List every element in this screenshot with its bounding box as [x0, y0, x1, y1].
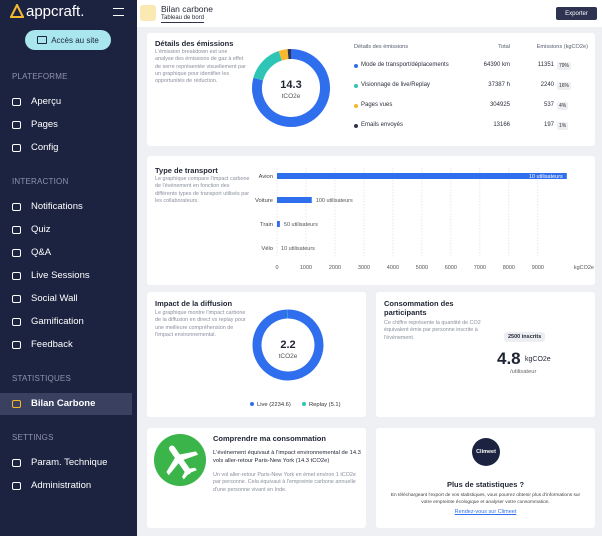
nav-icon — [12, 98, 21, 106]
badge: 2500 inscrits — [504, 332, 546, 342]
card-title: Impact de la diffusion — [155, 299, 233, 308]
site-button-label: Accès au site — [51, 35, 99, 45]
legend-dot — [354, 104, 358, 108]
nav-section: STATISTIQUES — [12, 374, 71, 383]
nav-item[interactable]: Gamification — [31, 316, 84, 327]
nav-item[interactable]: Administration — [31, 480, 92, 491]
legend-dot — [354, 84, 358, 88]
header: Bilan carbone Tableau de bord Exporter — [137, 0, 602, 27]
nav-item[interactable]: Aperçu — [31, 96, 62, 107]
nav-icon — [12, 318, 21, 326]
row-share: 16% — [557, 82, 572, 90]
row-label: Mode de transport/déplacements — [361, 62, 449, 68]
climeet-link[interactable]: Rendez-vous sur Climeet — [454, 509, 517, 515]
row-total: 304925 — [489, 102, 510, 108]
legend-dot — [354, 64, 358, 68]
per-user-label: /utilisateur — [510, 369, 537, 375]
logo-icon — [9, 2, 25, 18]
row-total: 64390 km — [483, 62, 510, 68]
climeet-logo: Climeet — [472, 438, 500, 466]
nav-item[interactable]: Quiz — [31, 224, 51, 235]
nav-active-bg — [0, 393, 132, 415]
emissions-card — [147, 33, 595, 146]
nav-item[interactable]: Pages — [31, 119, 58, 130]
nav-item[interactable]: Bilan Carbone — [31, 398, 96, 409]
card-title: Consommation des participants — [384, 299, 454, 317]
card-title: Type de transport — [155, 166, 218, 175]
nav-item[interactable]: Config — [31, 142, 59, 153]
card-title: Plus de statistiques ? — [446, 480, 525, 489]
nav-icon — [12, 295, 21, 303]
export-button[interactable]: Exporter — [556, 7, 597, 20]
nav-item[interactable]: Live Sessions — [31, 270, 90, 281]
nav-icon — [12, 144, 21, 152]
row-emissions: 537 — [543, 102, 554, 108]
row-share: 4% — [557, 102, 569, 110]
card-title: Comprendre ma consommation — [213, 434, 326, 443]
legend-dot — [354, 124, 358, 128]
table-header: Emissions (kgCO2e) — [536, 44, 588, 50]
row-label: Pages vues — [361, 102, 393, 108]
nav-item[interactable]: Param. Technique — [31, 457, 108, 468]
row-total: 13166 — [493, 122, 510, 128]
participants-card — [376, 292, 595, 417]
understand-note: Un vol aller-retour Paris-New York en ém… — [213, 472, 356, 493]
nav-icon — [12, 459, 21, 467]
nav-icon — [12, 226, 21, 234]
row-label: Emails envoyés — [361, 122, 404, 128]
row-emissions: 2240 — [540, 82, 554, 88]
nav-icon — [12, 341, 21, 349]
logo-mark — [9, 2, 25, 18]
nav-icon — [12, 272, 21, 280]
table-header: Total — [498, 44, 510, 50]
climeet-text: En téléchargeant l'export de vos statist… — [390, 493, 581, 505]
per-user-value: 4.8 — [497, 349, 521, 368]
card-description: Le graphique montre l'impact carbone de … — [155, 310, 246, 338]
row-emissions: 11351 — [537, 62, 554, 68]
nav-icon — [12, 249, 21, 257]
nav-icon — [12, 121, 21, 129]
nav-item[interactable]: Notifications — [31, 201, 83, 212]
card-description: Ce chiffre représente la quantité de CO2… — [384, 320, 481, 341]
row-share: 1% — [557, 122, 569, 130]
header-title: Bilan carbone — [161, 4, 213, 14]
nav-icon — [12, 203, 21, 211]
row-share: 79% — [557, 62, 572, 70]
nav-section: SETTINGS — [12, 433, 54, 442]
tab[interactable]: Tableau de bord — [161, 15, 205, 23]
sidebar: appcraft. Accès au site PLATEFORME Aperçu… — [0, 0, 137, 536]
plane-badge — [154, 434, 206, 486]
row-total: 37387 h — [488, 82, 510, 88]
header-icon — [140, 5, 156, 21]
nav-icon — [12, 400, 21, 408]
menu-toggle[interactable] — [113, 8, 124, 16]
card-description: L'émission breakdown est une analyse des… — [155, 49, 246, 85]
per-user-unit: kgCO2e — [525, 356, 551, 363]
nav-item[interactable]: Feedback — [31, 339, 73, 350]
row-emissions: 197 — [543, 122, 554, 128]
table-header: Détails des émissions — [354, 44, 409, 50]
nav-section: INTERACTION — [12, 177, 69, 186]
nav-icon — [12, 482, 21, 490]
card-description: Le graphique compare l'impact carbone de… — [155, 176, 250, 204]
nav-item[interactable]: Q&A — [31, 247, 52, 258]
card-title: Détails des émissions — [155, 39, 234, 48]
nav-item[interactable]: Social Wall — [31, 293, 78, 304]
monitor-icon — [37, 36, 48, 44]
understand-text: L'événement équivaut à l'impact environn… — [213, 450, 361, 464]
logo-text: appcraft. — [26, 3, 85, 20]
site-button[interactable]: Accès au site — [25, 30, 111, 50]
row-label: Visionnage de live/Replay — [361, 82, 430, 88]
nav-section: PLATEFORME — [12, 72, 68, 81]
plane-icon — [166, 445, 199, 480]
